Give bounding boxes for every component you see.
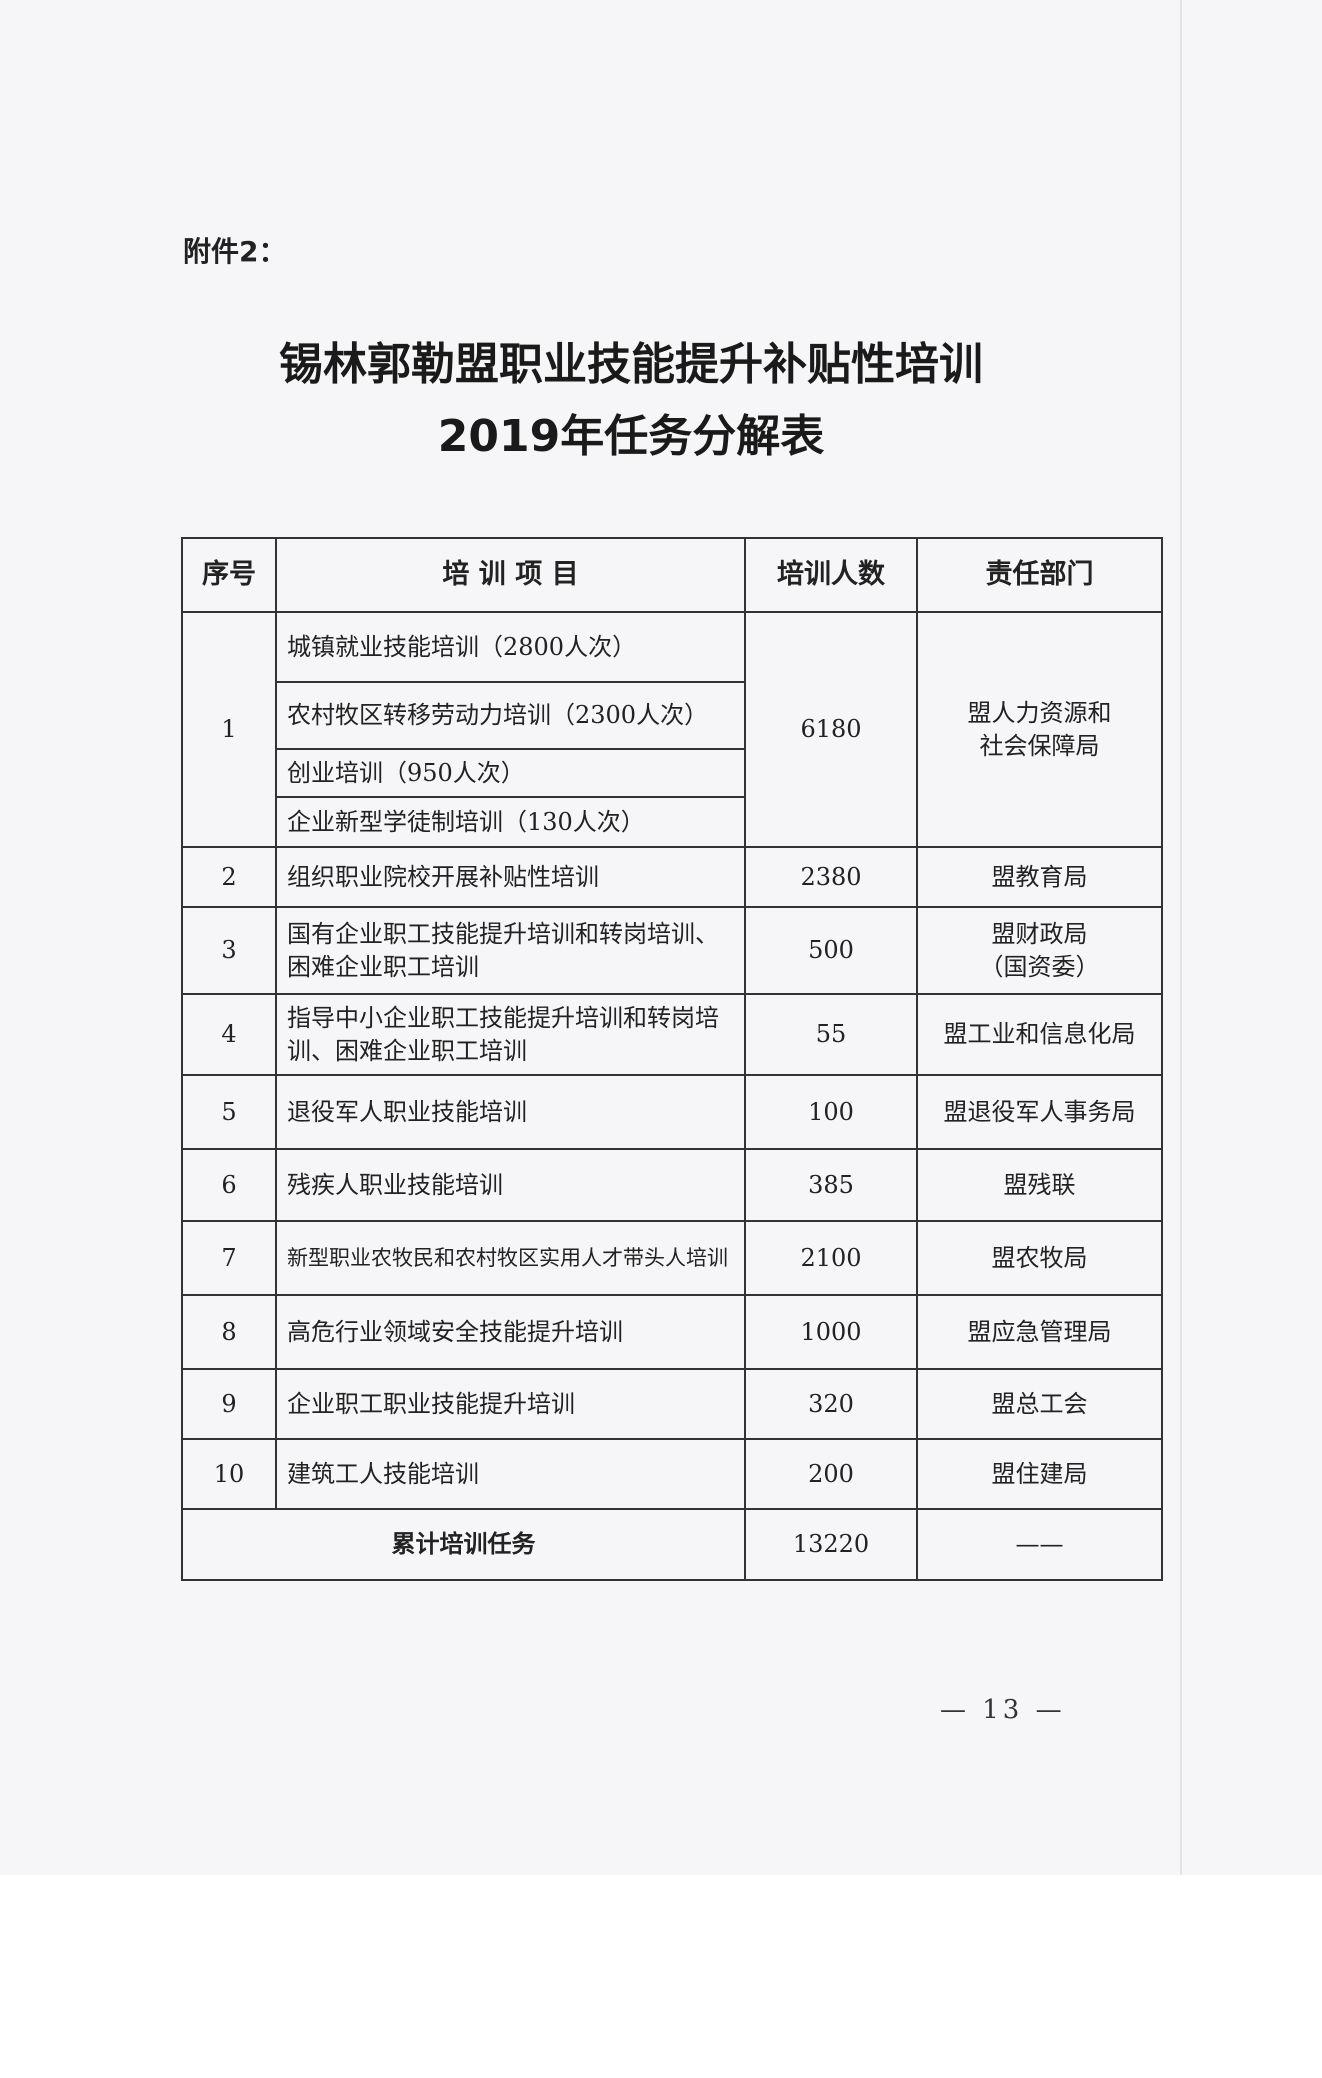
table-row: 10 建筑工人技能培训 200 盟住建局 xyxy=(181,1438,1163,1510)
row-no: 8 xyxy=(181,1294,277,1370)
row-item: 退役军人职业技能培训 xyxy=(275,1074,746,1150)
row-no: 2 xyxy=(181,846,277,908)
row-count: 385 xyxy=(744,1148,918,1222)
row-item: 建筑工人技能培训 xyxy=(275,1438,746,1510)
page-number: — 13 — xyxy=(940,1695,1066,1725)
attachment-label: 附件2： xyxy=(183,235,287,268)
table-row: 2 组织职业院校开展补贴性培训 2380 盟教育局 xyxy=(181,846,1163,908)
row-no: 6 xyxy=(181,1148,277,1222)
header-dept: 责任部门 xyxy=(916,537,1163,613)
row-dept: 盟总工会 xyxy=(916,1368,1163,1440)
row-item: 创业培训（950人次） xyxy=(275,748,746,798)
header-count: 培训人数 xyxy=(744,537,918,613)
row-count: 6180 xyxy=(744,611,918,848)
header-no: 序号 xyxy=(181,537,277,613)
table-row: 1 城镇就业技能培训（2800人次） 6180 盟人力资源和社会保障局 xyxy=(181,611,1163,848)
row-item: 企业职工职业技能提升培训 xyxy=(275,1368,746,1440)
row-dept: 盟农牧局 xyxy=(916,1220,1163,1296)
row-item: 企业新型学徒制培训（130人次） xyxy=(275,796,746,848)
row-dept: 盟退役军人事务局 xyxy=(916,1074,1163,1150)
table-subrow: 创业培训（950人次） xyxy=(182,748,1162,798)
row-count: 200 xyxy=(744,1438,918,1510)
table-row: 8 高危行业领域安全技能提升培训 1000 盟应急管理局 xyxy=(181,1294,1163,1370)
row-no: 5 xyxy=(181,1074,277,1150)
document-title: 锡林郭勒盟职业技能提升补贴性培训 xyxy=(279,339,983,390)
page-edge xyxy=(1180,0,1182,1875)
row-item: 国有企业职工技能提升培训和转岗培训、困难企业职工培训 xyxy=(275,906,746,995)
total-dept: —— xyxy=(916,1508,1163,1581)
total-label: 累计培训任务 xyxy=(181,1508,746,1581)
row-item: 农村牧区转移劳动力培训（2300人次） xyxy=(275,681,746,750)
row-count: 1000 xyxy=(744,1294,918,1370)
row-count: 500 xyxy=(744,906,918,995)
row-count: 55 xyxy=(744,993,918,1076)
row-item: 新型职业农牧民和农村牧区实用人才带头人培训 xyxy=(275,1220,746,1296)
table-header: 序号 培 训 项 目 培训人数 责任部门 xyxy=(181,537,1163,613)
row-no: 9 xyxy=(181,1368,277,1440)
row-no: 7 xyxy=(181,1220,277,1296)
table-subrow: 企业新型学徒制培训（130人次） xyxy=(182,796,1162,848)
row-dept: 盟人力资源和社会保障局 xyxy=(916,611,1163,848)
header-item: 培 训 项 目 xyxy=(275,537,746,613)
document-subtitle: 2019年任务分解表 xyxy=(437,411,825,462)
row-count: 320 xyxy=(744,1368,918,1440)
row-count: 2380 xyxy=(744,846,918,908)
row-item: 高危行业领域安全技能提升培训 xyxy=(275,1294,746,1370)
row-count: 100 xyxy=(744,1074,918,1150)
table-subrow: 农村牧区转移劳动力培训（2300人次） xyxy=(182,681,1162,750)
row-dept: 盟住建局 xyxy=(916,1438,1163,1510)
row-no: 3 xyxy=(181,906,277,995)
row-count: 2100 xyxy=(744,1220,918,1296)
row-item: 残疾人职业技能培训 xyxy=(275,1148,746,1222)
table-row: 4 指导中小企业职工技能提升培训和转岗培训、困难企业职工培训 55 盟工业和信息… xyxy=(181,993,1163,1076)
total-count: 13220 xyxy=(744,1508,918,1581)
total-row: 累计培训任务 13220 —— xyxy=(181,1508,1163,1581)
table-row: 9 企业职工职业技能提升培训 320 盟总工会 xyxy=(181,1368,1163,1440)
row-no: 4 xyxy=(181,993,277,1076)
row-no: 1 xyxy=(181,611,277,848)
table-row: 6 残疾人职业技能培训 385 盟残联 xyxy=(181,1148,1163,1222)
table-row: 5 退役军人职业技能培训 100 盟退役军人事务局 xyxy=(181,1074,1163,1150)
table-row: 7 新型职业农牧民和农村牧区实用人才带头人培训 2100 盟农牧局 xyxy=(181,1220,1163,1296)
row-dept: 盟财政局（国资委） xyxy=(916,906,1163,995)
row-dept: 盟残联 xyxy=(916,1148,1163,1222)
row-dept: 盟教育局 xyxy=(916,846,1163,908)
row-no: 10 xyxy=(181,1438,277,1510)
row-item: 城镇就业技能培训（2800人次） xyxy=(275,611,746,683)
table-row: 3 国有企业职工技能提升培训和转岗培训、困难企业职工培训 500 盟财政局（国资… xyxy=(181,906,1163,995)
task-table: 序号 培 训 项 目 培训人数 责任部门 1 城镇就业技能培训（2800人次） … xyxy=(181,537,1163,1581)
row-item: 组织职业院校开展补贴性培训 xyxy=(275,846,746,908)
row-dept: 盟应急管理局 xyxy=(916,1294,1163,1370)
row-dept: 盟工业和信息化局 xyxy=(916,993,1163,1076)
row-item: 指导中小企业职工技能提升培训和转岗培训、困难企业职工培训 xyxy=(275,993,746,1076)
